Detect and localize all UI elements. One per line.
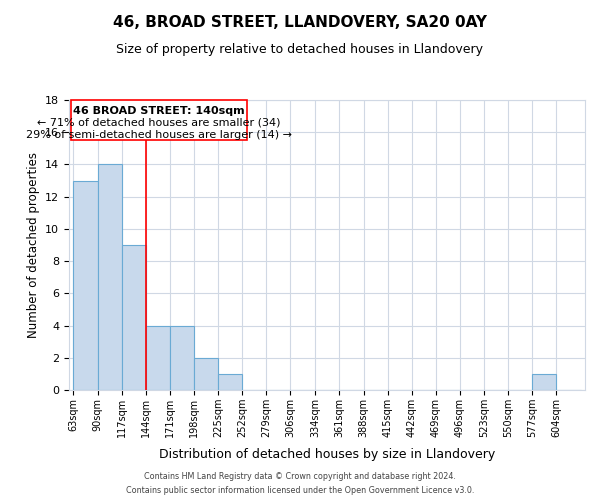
FancyBboxPatch shape <box>71 100 247 140</box>
Text: Contains public sector information licensed under the Open Government Licence v3: Contains public sector information licen… <box>126 486 474 495</box>
Text: 29% of semi-detached houses are larger (14) →: 29% of semi-detached houses are larger (… <box>26 130 292 140</box>
Bar <box>73 180 98 390</box>
Bar <box>194 358 218 390</box>
Text: Size of property relative to detached houses in Llandovery: Size of property relative to detached ho… <box>116 42 484 56</box>
Text: Contains HM Land Registry data © Crown copyright and database right 2024.: Contains HM Land Registry data © Crown c… <box>144 472 456 481</box>
Bar <box>532 374 556 390</box>
Bar <box>146 326 170 390</box>
Bar <box>98 164 122 390</box>
Text: 46, BROAD STREET, LLANDOVERY, SA20 0AY: 46, BROAD STREET, LLANDOVERY, SA20 0AY <box>113 15 487 30</box>
Bar <box>170 326 194 390</box>
Y-axis label: Number of detached properties: Number of detached properties <box>26 152 40 338</box>
Bar <box>122 245 146 390</box>
Text: 46 BROAD STREET: 140sqm: 46 BROAD STREET: 140sqm <box>73 106 245 116</box>
Bar <box>218 374 242 390</box>
Text: ← 71% of detached houses are smaller (34): ← 71% of detached houses are smaller (34… <box>37 118 280 128</box>
X-axis label: Distribution of detached houses by size in Llandovery: Distribution of detached houses by size … <box>159 448 495 461</box>
